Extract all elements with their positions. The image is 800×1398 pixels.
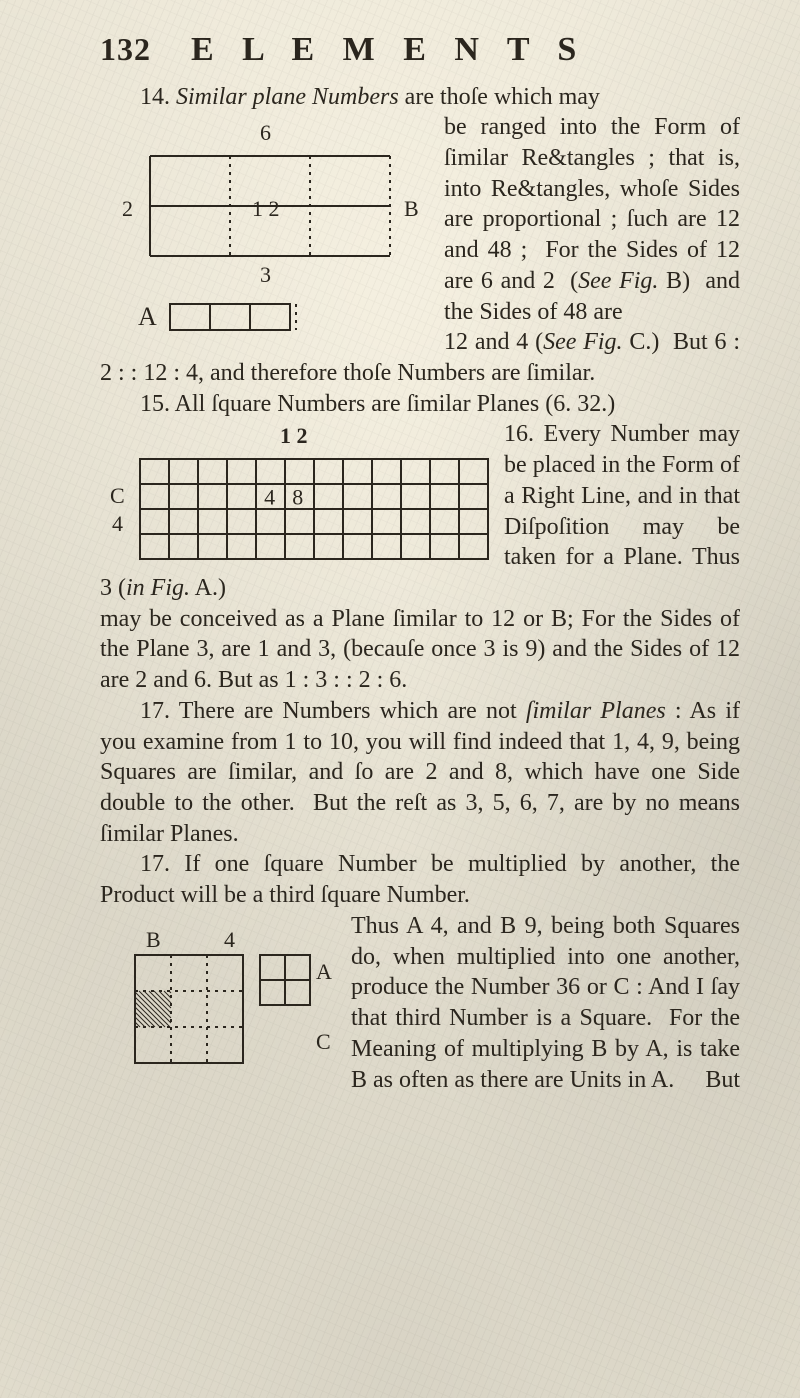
- para-15: 15. All ſquare Numbers are ſimilar Plane…: [100, 389, 740, 420]
- fig1-center: 1 2: [252, 198, 280, 220]
- fig1-right-B: B: [404, 198, 419, 220]
- figure-3: B 4 A C: [100, 915, 335, 1105]
- fig3-A: A: [316, 961, 332, 983]
- fig3-B: B: [146, 929, 161, 951]
- para-12-and-4: 12 and 4 (See Fig. C.) But 6 : 2 : : 12 …: [100, 327, 740, 388]
- fig1-left-2: 2: [122, 198, 133, 220]
- fig1-A: A: [138, 304, 157, 330]
- figure-2: 48 1 2 C 4: [100, 423, 490, 567]
- fig2-4: 4: [112, 513, 123, 535]
- svg-text:8: 8: [292, 485, 303, 510]
- p14-lead: 14.: [140, 84, 176, 110]
- fig2-heading: 1 2: [280, 425, 308, 447]
- figure-1: 6 2 1 2 B 3 A: [100, 116, 430, 336]
- p14-rest-opener: are thoſe which may: [405, 84, 600, 110]
- para-14-head: 14. Similar plane Numbers are thoſe whic…: [100, 82, 740, 113]
- para-16b: may be conceived as a Plane ſimilar to 1…: [100, 604, 740, 696]
- running-title: E L E M E N T S: [191, 28, 586, 72]
- para-17a: 17. There are Numbers which are not ſimi…: [100, 696, 740, 850]
- para-17b: 17. If one ſquare Number be multiplied b…: [100, 849, 740, 910]
- svg-text:4: 4: [264, 485, 275, 510]
- fig1-bottom-3: 3: [260, 264, 271, 286]
- fig2-C: C: [110, 485, 125, 507]
- fig3-C: C: [316, 1031, 331, 1053]
- fig1-top-6: 6: [260, 122, 271, 144]
- p14-italic: Similar plane Numbers: [176, 84, 399, 110]
- figure-3-svg: [100, 915, 335, 1105]
- fig3-4: 4: [224, 929, 235, 951]
- page-number: 132: [100, 29, 151, 70]
